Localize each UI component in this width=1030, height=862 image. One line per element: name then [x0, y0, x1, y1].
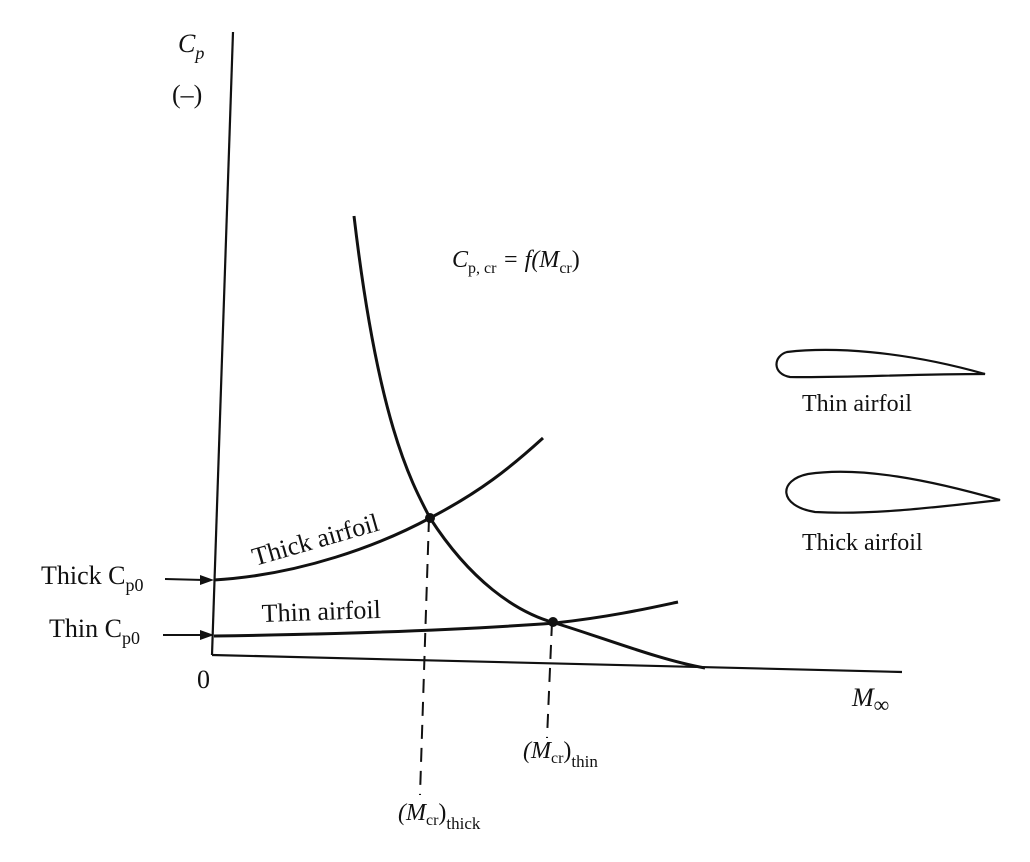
thick-cp0-prefix: Thick C [41, 561, 126, 590]
thin-cp0-arrowhead [200, 630, 214, 640]
origin-label: 0 [197, 665, 210, 694]
thick-cp0-subscript: p0 [126, 575, 144, 595]
thick-critical-point [425, 513, 435, 523]
thin-critical-point [548, 617, 558, 627]
thin-airfoil-shape-icon [775, 348, 986, 379]
x-axis-subscript: ∞ [874, 692, 890, 717]
mcr-thin-inner-subscript: cr [551, 750, 564, 767]
y-axis-subscript: p [193, 43, 204, 63]
thick-cp0-label: Thick Cp0 [41, 561, 144, 595]
critical-close-paren: ) [572, 247, 580, 273]
y-axis-unit: (–) [172, 80, 202, 109]
mcr-thick-inner-subscript: cr [426, 812, 439, 829]
mcr-thick-subscript: thick [446, 814, 480, 833]
thin-airfoil-curve-label: Thin airfoil [261, 595, 381, 628]
critical-curve-label: Cp, cr = f(Mcr) [452, 247, 580, 277]
mcr-thin-open: (M [523, 738, 553, 764]
thick-airfoil-shape-label: Thick airfoil [802, 530, 923, 556]
x-axis-symbol: M [851, 683, 875, 712]
thin-cp0-prefix: Thin C [49, 614, 122, 643]
mcr-thin-subscript: thin [571, 752, 598, 771]
thick-cp0-arrow-line [164, 578, 205, 581]
mcr-thick-close: ) [438, 800, 446, 826]
critical-mcr-subscript: cr [559, 260, 572, 277]
critical-cp-subscript: p, cr [468, 260, 497, 277]
critical-cp-symbol: C [452, 247, 469, 273]
thick-airfoil-curve [213, 436, 545, 582]
thick-cp0-arrowhead [200, 575, 214, 585]
mcr-thick-open: (M [398, 800, 428, 826]
mcr-thin-label: (Mcr)thin [523, 738, 598, 771]
critical-cp-curve [352, 215, 706, 670]
x-axis [211, 653, 903, 674]
thick-mcr-dashed-line [419, 517, 430, 796]
thin-airfoil-curve [213, 600, 679, 638]
x-axis-label: M∞ [851, 683, 889, 717]
thin-cp0-subscript: p0 [122, 628, 140, 648]
mcr-thin-close: ) [563, 738, 571, 764]
thin-mcr-dashed-line [546, 621, 553, 739]
thin-cp0-label: Thin Cp0 [49, 614, 140, 648]
thin-airfoil-shape-label: Thin airfoil [802, 391, 912, 417]
y-axis-symbol: C [178, 29, 196, 58]
critical-eq-text: = f(M [496, 247, 561, 273]
thick-airfoil-shape-icon [785, 470, 1001, 514]
mcr-thick-label: (Mcr)thick [398, 800, 481, 833]
y-axis-label: Cp [178, 29, 204, 63]
y-axis [210, 31, 235, 656]
